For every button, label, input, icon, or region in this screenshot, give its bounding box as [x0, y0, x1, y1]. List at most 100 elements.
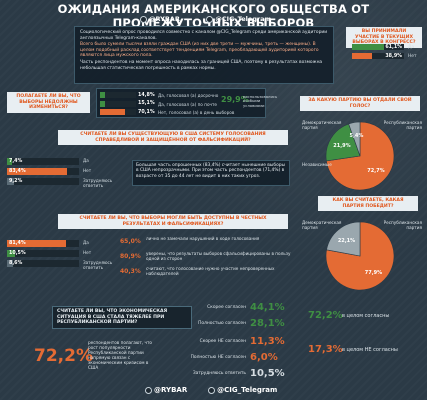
fair-value: 14,8%	[138, 92, 155, 98]
system-value: 7,4%	[9, 159, 23, 164]
economy-row-value: 6,0%	[250, 352, 278, 363]
economy-row-value: 11,3%	[250, 336, 285, 347]
winner-pie: 77,9%22,1%РеспубликанскаяпартияДемократи…	[302, 220, 423, 291]
violations-bar	[7, 260, 79, 267]
party_choice-slice-value: 21,9%	[333, 143, 350, 149]
fair-row: 70,1% Нет, голосовал (а) в день выборов	[100, 109, 234, 116]
intro-p3: Часть респондентов на момент опроса нахо…	[80, 59, 323, 71]
fair-side-label: воспользовались особыми условиями	[243, 94, 278, 108]
fair-label: Да, голосовал (а) по почте	[158, 101, 217, 107]
violations-question: СЧИТАЕТЕ ЛИ ВЫ, ЧТО ВЫБОРЫ МОГЛИ БЫТЬ ДО…	[58, 214, 288, 230]
intro-panel: Социологический опрос проводился совмест…	[74, 26, 334, 84]
intro-p2: Всего было сумели тысячи взяли граждан С…	[80, 42, 319, 59]
violations-right-value: 65,0%	[120, 238, 141, 245]
system-bar	[7, 168, 79, 175]
fair-bar-fill	[100, 92, 106, 98]
fair-bar	[100, 92, 136, 98]
economy-disagree-total: 17,3%	[308, 344, 343, 355]
system-note-text: Большая часть опрошенных (83,4%) считает…	[136, 163, 286, 179]
footer-brand-cig: @CIG_Telegram	[208, 386, 277, 394]
violations-right-value: 80,9%	[120, 253, 141, 260]
participation-no-value: 38,9%	[385, 53, 402, 59]
economy-rows: Скорее согласен 44,1% Полностью согласен 28…	[190, 300, 290, 382]
fair-bar	[100, 100, 136, 107]
footer-rybar-logo-icon	[145, 386, 152, 394]
system-bar-fill	[7, 178, 14, 185]
party_choice-slice-label: Демократическая	[302, 120, 342, 125]
brand-row: @RYBAR @CIG_Telegram	[140, 15, 271, 23]
system-note: Большая часть опрошенных (83,4%) считает…	[132, 160, 290, 186]
violations-bar	[7, 240, 79, 247]
party_choice-slice-label: партия	[406, 125, 422, 130]
economy-question: СЧИТАЕТЕ ЛИ ВЫ, ЧТО ЭКОНОМИЧЕСКАЯ СИТУАЦ…	[52, 306, 192, 329]
participation-bar-no-fill	[352, 53, 373, 59]
system-bar-fill	[7, 158, 13, 165]
system-bar-fill	[7, 168, 68, 175]
expected_winner-slice-value: 22,1%	[338, 238, 355, 244]
fair-value: 15,1%	[138, 101, 155, 106]
fair-question: ПОЛАГАЕТЕ ЛИ ВЫ, ЧТО ВЫБОРЫ НЕДОЛЖНЫ ИЗМ…	[7, 92, 90, 113]
economy-big-text: респондентов полагают, что рост популярн…	[88, 340, 152, 370]
participation-bar-no: 38,9%	[352, 53, 404, 59]
violations-value: 10,5%	[9, 251, 26, 256]
expected_winner-slice	[326, 221, 361, 257]
party-question: ЗА КАКУЮ ПАРТИЮ ВЫ ОТДАЛИ СВОЙ ГОЛОС?	[300, 96, 420, 112]
participation-chart: 61,1% Да 38,9% Нет	[346, 42, 422, 72]
violations-bar-fill	[7, 250, 15, 257]
economy-row-label: Полностью согласен	[198, 321, 246, 326]
expected_winner-slice-value: 77,9%	[365, 270, 382, 276]
party_choice-slice	[325, 123, 361, 162]
economy-row-label: Скорее НЕ согласен	[199, 339, 246, 344]
footer-brand-row: @RYBAR @CIG_Telegram	[145, 386, 277, 394]
party_choice-slice-value: 72,7%	[367, 168, 384, 174]
rybar-logo-icon	[140, 15, 147, 23]
economy-row-label: Полностью НЕ согласен	[190, 355, 246, 360]
system-value: 9,2%	[9, 179, 23, 184]
violations-value: 81,4%	[9, 241, 26, 246]
party_choice-slice-label: партия	[302, 125, 318, 130]
violations-right-text: лично не замечали нарушений в ходе голос…	[146, 236, 260, 241]
violations-label: Затрудняюсь ответить	[83, 260, 113, 270]
economy-row-value: 10,5%	[250, 368, 285, 379]
participation-bar-yes: 61,1%	[352, 44, 404, 50]
expected_winner-slice-label: партия	[302, 225, 318, 230]
fair-label: Да, голосовал (а) досрочно	[158, 93, 219, 98]
fair-bar-fill	[100, 109, 126, 115]
brand-rybar: @RYBAR	[140, 15, 180, 23]
expected_winner-slice-label: Демократическая	[302, 220, 342, 225]
party_choice-slice-value: 5,4%	[350, 133, 364, 139]
fair-row: 14,8% Да, голосовал (а) досрочно	[100, 92, 218, 99]
expected_winner-slice-label: партия	[406, 225, 422, 230]
footer-cig-logo-icon	[208, 386, 216, 394]
party_choice-slice-label: Независимые	[302, 162, 332, 167]
violations-chart: 81,4% Да 10,5% Нет 8,6% Затрудняюсь ответить	[7, 240, 117, 272]
economy-row-value: 28,1%	[250, 318, 285, 329]
footer-brand-rybar: @RYBAR	[145, 386, 187, 394]
party_choice-slice	[348, 121, 361, 157]
system-label: Да	[83, 158, 89, 163]
economy-disagree-text: в целом НЕ согласны	[342, 347, 398, 353]
system-chart: 7,4% Да 83,4% Нет 9,2% Затрудняюсь ответить	[7, 158, 127, 188]
fair-bar	[100, 109, 136, 115]
expected_winner-slice-label: Республиканская	[384, 220, 423, 225]
participation-question: ВЫ ПРИНИМАЛИ УЧАСТИЕ В ТЕКУЩИХ ВЫБОРАХ В…	[346, 27, 422, 48]
violations-label: Да	[83, 240, 89, 245]
fair-panel: 14,8% Да, голосовал (а) досрочно 15,1% Да, …	[96, 88, 278, 118]
brand-cig: @CIG_Telegram	[206, 15, 271, 23]
participation-bar-yes-fill	[352, 44, 384, 50]
economy-row-label: Скорее согласен	[207, 305, 246, 310]
fair-side-value: 29,9%	[221, 95, 249, 104]
violations-bar-fill	[7, 260, 14, 267]
violations-label: Нет	[83, 250, 92, 255]
fair-value: 70,1%	[138, 109, 155, 115]
economy-big-value: 72,2%	[34, 346, 93, 366]
economy-row-value: 44,1%	[250, 302, 285, 313]
violations-value: 8,6%	[9, 261, 23, 266]
violations-bar	[7, 250, 79, 257]
fair-label: Нет, голосовал (а) в день выборов	[158, 110, 235, 115]
violations-right-text: считают, что голосование нужно участие н…	[146, 266, 275, 276]
system-bar	[7, 178, 79, 185]
intro-p1: Социологический опрос проводился совмест…	[80, 30, 328, 41]
economy-agree-total: 72,2%	[308, 310, 343, 321]
system-label: Затрудняюсь ответить	[83, 178, 113, 188]
